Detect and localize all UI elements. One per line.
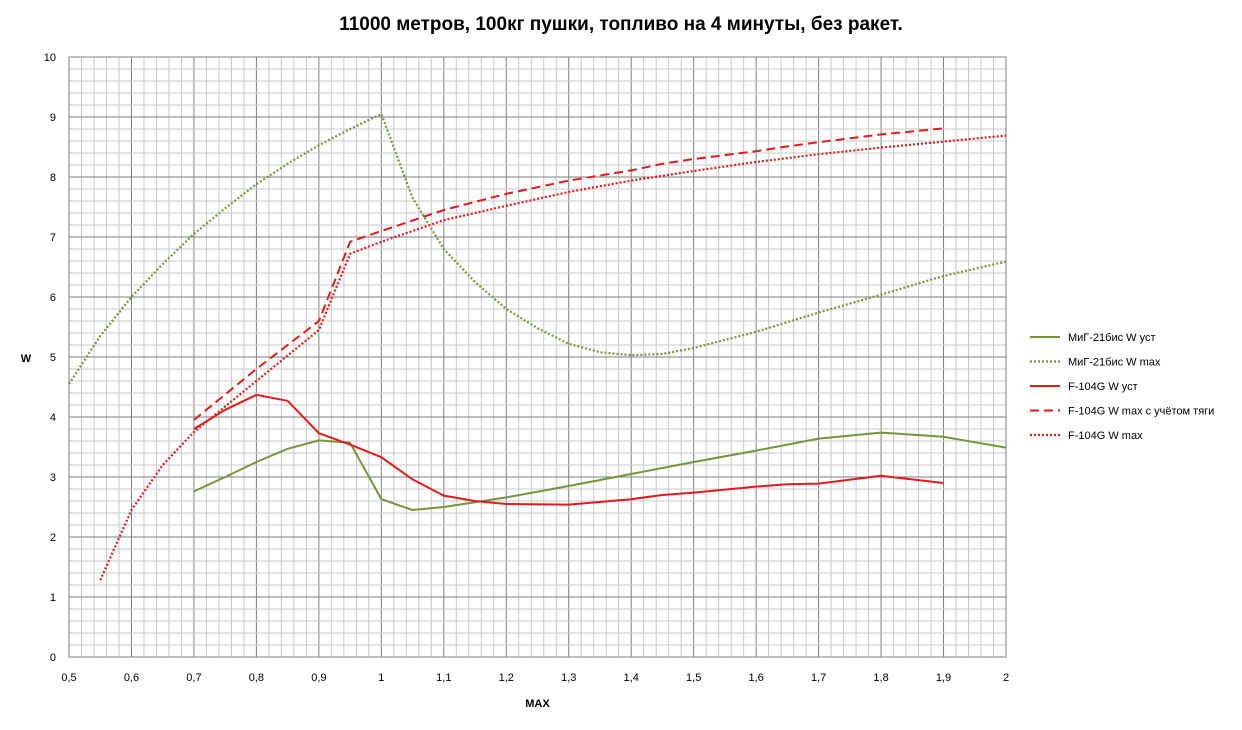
y-tick-label: 8 xyxy=(50,172,56,184)
legend-label: F-104G W max с учётом тяги xyxy=(1068,406,1214,418)
x-tick-label: 0,5 xyxy=(61,672,76,684)
x-tick-label: 0,8 xyxy=(249,672,264,684)
plot-area-border xyxy=(68,56,1007,658)
tick-labels: 0,5 0,6 0,7 0,8 0,9 1 1,1 1,2 1,3 1,4 1,5 1,6 1,7 1,8… xyxy=(44,52,1009,684)
legend-label: МиГ-21бис W max xyxy=(1068,357,1161,369)
x-tick-label: 1,2 xyxy=(499,672,514,684)
y-tick-label: 1 xyxy=(50,592,56,604)
series-line-1 xyxy=(193,431,1007,511)
x-tick-label: 1,3 xyxy=(561,672,576,684)
y-tick-label: 3 xyxy=(50,472,56,484)
series-lines xyxy=(68,112,1007,581)
legend-label: МиГ-21бис W уст xyxy=(1068,332,1156,344)
x-axis-title: MAX xyxy=(525,698,550,710)
series-line-4 xyxy=(193,127,944,421)
y-tick-label: 6 xyxy=(50,292,56,304)
x-tick-label: 1,6 xyxy=(748,672,763,684)
chart-title: 11000 метров, 100кг пушки, топливо на 4 … xyxy=(339,14,903,35)
y-tick-label: 10 xyxy=(44,52,56,64)
y-tick-label: 5 xyxy=(50,352,56,364)
x-tick-label: 1,1 xyxy=(436,672,451,684)
series-line-3 xyxy=(193,393,944,506)
x-tick-label: 1,5 xyxy=(686,672,701,684)
y-tick-label: 2 xyxy=(50,532,56,544)
x-tick-label: 1,9 xyxy=(936,672,951,684)
x-tick-label: 1,8 xyxy=(873,672,888,684)
grid xyxy=(68,56,1007,658)
y-tick-label: 4 xyxy=(50,412,56,424)
legend: МиГ-21бис W уст МиГ-21бис W max F-104G W у… xyxy=(1030,332,1214,442)
y-tick-label: 9 xyxy=(50,112,56,124)
x-tick-label: 0,9 xyxy=(311,672,326,684)
x-tick-label: 0,7 xyxy=(186,672,201,684)
x-tick-label: 1 xyxy=(378,672,384,684)
y-tick-label: 7 xyxy=(50,232,56,244)
series-line-5 xyxy=(99,134,1007,581)
x-tick-label: 0,6 xyxy=(124,672,139,684)
x-tick-label: 2 xyxy=(1003,672,1009,684)
x-tick-label: 1,4 xyxy=(624,672,639,684)
legend-label: F-104G W уст xyxy=(1068,381,1138,393)
y-tick-label: 0 xyxy=(50,652,56,664)
y-axis-title: W xyxy=(21,353,32,365)
legend-label: F-104G W max xyxy=(1068,430,1143,442)
x-tick-label: 1,7 xyxy=(811,672,826,684)
